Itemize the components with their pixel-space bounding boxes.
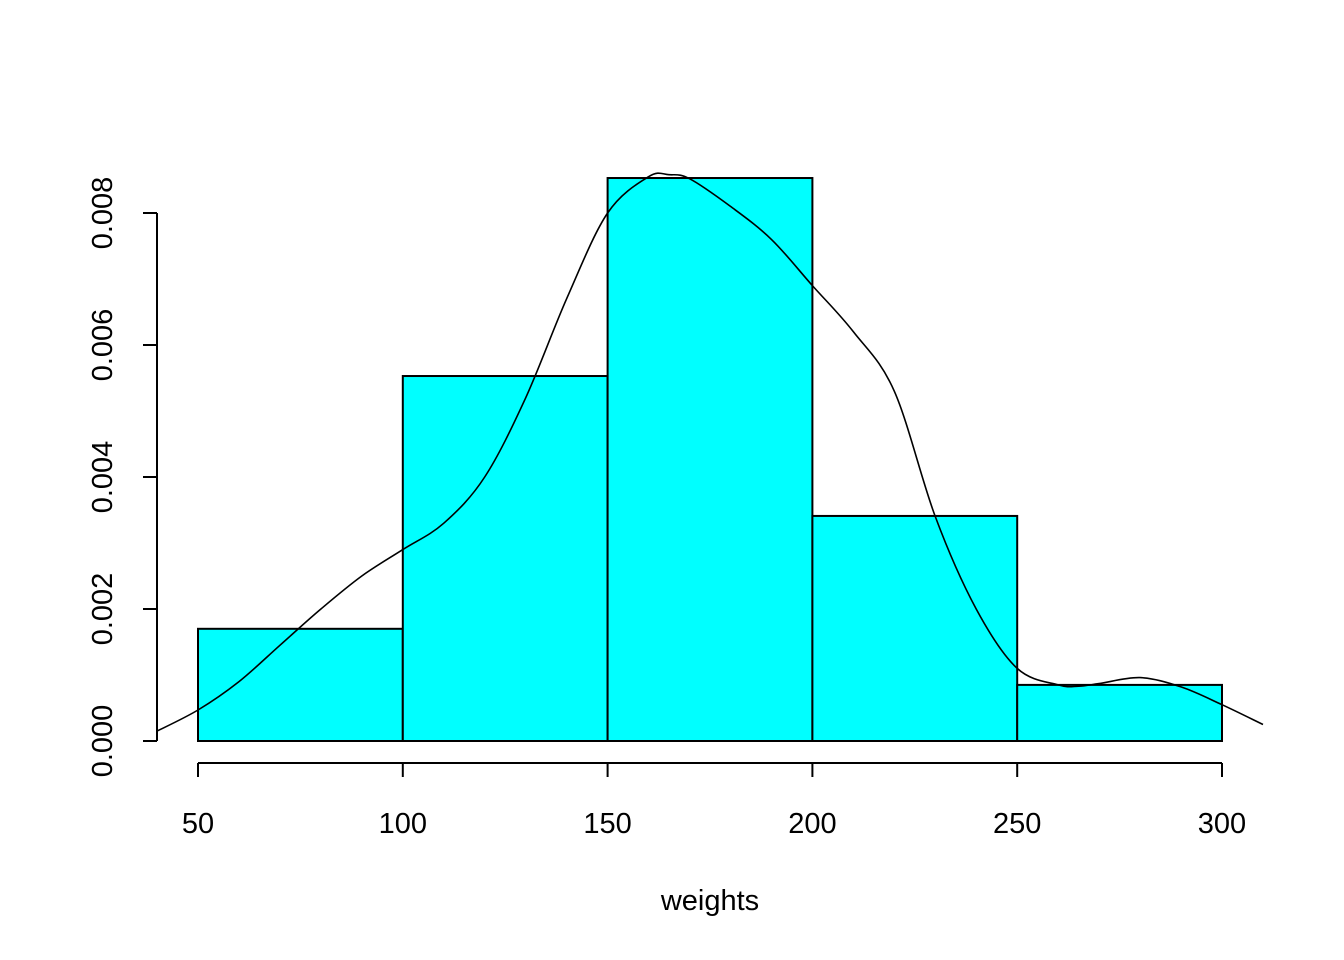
y-tick-label: 0.000 (87, 705, 119, 778)
x-tick-label: 150 (583, 808, 631, 840)
x-tick-label: 100 (379, 808, 427, 840)
x-tick-label: 250 (993, 808, 1041, 840)
density-curve (156, 172, 1264, 732)
x-tick-label: 200 (788, 808, 836, 840)
x-tick-label: 50 (182, 808, 214, 840)
histogram-bar-1 (197, 627, 404, 742)
y-tick-label: 0.008 (87, 177, 119, 250)
y-tick-label: 0.006 (87, 309, 119, 382)
y-tick-label: 0.004 (87, 441, 119, 514)
histogram-bar-4 (811, 514, 1019, 742)
y-tick-label: 0.002 (87, 573, 119, 646)
x-tick-label: 300 (1198, 808, 1246, 840)
histogram-bar-2 (401, 375, 609, 742)
histogram-bar-3 (606, 177, 814, 742)
x-axis: 50 100 150 200 250 300 (182, 762, 1246, 840)
histogram-bars (197, 177, 1224, 743)
y-axis: 0.000 0.002 0.004 0.006 0.008 (87, 177, 158, 778)
x-axis-title: weights (660, 885, 759, 917)
histogram-bar-5 (1016, 683, 1224, 743)
